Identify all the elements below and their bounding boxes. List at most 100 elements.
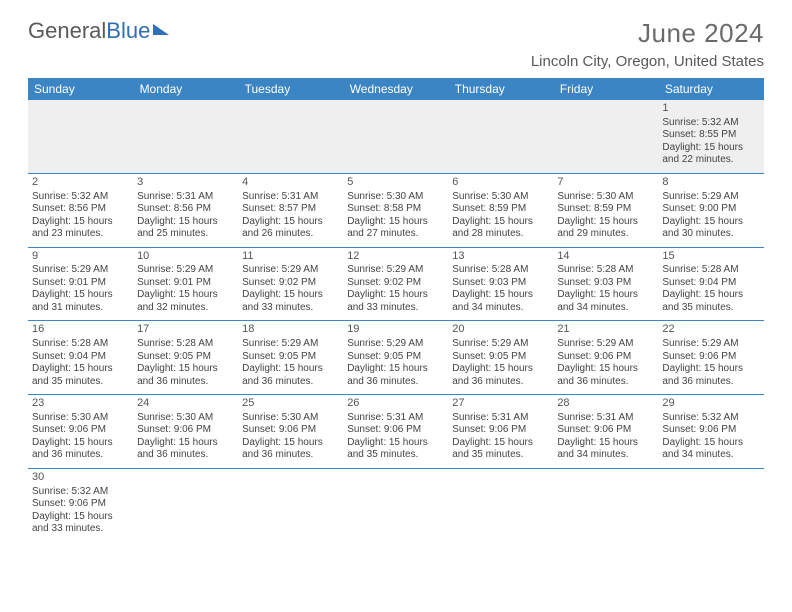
calendar-cell: 12Sunrise: 5:29 AMSunset: 9:02 PMDayligh… (343, 247, 448, 321)
day-info-line: Sunrise: 5:31 AM (557, 412, 654, 425)
day-info-line: Sunset: 9:06 PM (347, 424, 444, 437)
day-info-line: Sunrise: 5:30 AM (557, 191, 654, 204)
calendar-cell: 21Sunrise: 5:29 AMSunset: 9:06 PMDayligh… (553, 321, 658, 395)
calendar-cell: 17Sunrise: 5:28 AMSunset: 9:05 PMDayligh… (133, 321, 238, 395)
day-info-line: Sunrise: 5:28 AM (557, 264, 654, 277)
day-info-line: Sunrise: 5:29 AM (32, 264, 129, 277)
calendar-cell: 13Sunrise: 5:28 AMSunset: 9:03 PMDayligh… (448, 247, 553, 321)
day-info-line: Sunrise: 5:30 AM (452, 191, 549, 204)
day-info-line: and 29 minutes. (557, 228, 654, 241)
day-info-line: Sunset: 9:06 PM (32, 424, 129, 437)
day-info-line: Sunrise: 5:28 AM (452, 264, 549, 277)
calendar-cell: 8Sunrise: 5:29 AMSunset: 9:00 PMDaylight… (658, 173, 763, 247)
day-info-line: Sunset: 9:05 PM (347, 351, 444, 364)
calendar-cell (238, 468, 343, 541)
day-info-line: and 25 minutes. (137, 228, 234, 241)
day-info-line: Sunrise: 5:32 AM (32, 486, 129, 499)
day-number: 26 (347, 397, 444, 411)
day-info-line: Daylight: 15 hours (137, 363, 234, 376)
day-info-line: Daylight: 15 hours (32, 363, 129, 376)
day-number: 22 (662, 323, 759, 337)
day-number: 11 (242, 250, 339, 264)
brand-part2: Blue (106, 18, 150, 44)
day-info-line: Sunrise: 5:31 AM (347, 412, 444, 425)
day-info-line: Daylight: 15 hours (452, 216, 549, 229)
brand-part1: General (28, 18, 106, 44)
calendar-cell: 23Sunrise: 5:30 AMSunset: 9:06 PMDayligh… (28, 395, 133, 469)
day-info-line: Sunrise: 5:29 AM (242, 264, 339, 277)
day-info-line: Sunrise: 5:32 AM (32, 191, 129, 204)
weekday-header: Wednesday (343, 78, 448, 100)
day-number: 24 (137, 397, 234, 411)
calendar-table: SundayMondayTuesdayWednesdayThursdayFrid… (28, 78, 764, 542)
day-info-line: Daylight: 15 hours (32, 511, 129, 524)
calendar-cell: 4Sunrise: 5:31 AMSunset: 8:57 PMDaylight… (238, 173, 343, 247)
day-info-line: Daylight: 15 hours (662, 216, 759, 229)
day-info-line: and 34 minutes. (557, 449, 654, 462)
day-info-line: Sunset: 8:55 PM (662, 129, 759, 142)
day-info-line: and 36 minutes. (452, 376, 549, 389)
weekday-header: Tuesday (238, 78, 343, 100)
day-info-line: Sunset: 9:04 PM (662, 277, 759, 290)
day-info-line: Sunrise: 5:28 AM (662, 264, 759, 277)
day-info-line: Sunset: 9:05 PM (242, 351, 339, 364)
day-info-line: Daylight: 15 hours (557, 216, 654, 229)
day-number: 28 (557, 397, 654, 411)
day-number: 23 (32, 397, 129, 411)
calendar-cell: 10Sunrise: 5:29 AMSunset: 9:01 PMDayligh… (133, 247, 238, 321)
day-info-line: Sunrise: 5:29 AM (137, 264, 234, 277)
day-info-line: Sunrise: 5:29 AM (452, 338, 549, 351)
weekday-header: Sunday (28, 78, 133, 100)
calendar-cell (133, 468, 238, 541)
day-info-line: Daylight: 15 hours (242, 289, 339, 302)
day-info-line: Sunrise: 5:28 AM (32, 338, 129, 351)
day-info-line: Daylight: 15 hours (32, 289, 129, 302)
day-info-line: Sunset: 9:06 PM (242, 424, 339, 437)
day-info-line: and 28 minutes. (452, 228, 549, 241)
day-info-line: Sunset: 9:06 PM (662, 424, 759, 437)
day-info-line: Sunrise: 5:31 AM (452, 412, 549, 425)
calendar-cell: 29Sunrise: 5:32 AMSunset: 9:06 PMDayligh… (658, 395, 763, 469)
day-number: 6 (452, 176, 549, 190)
calendar-cell: 25Sunrise: 5:30 AMSunset: 9:06 PMDayligh… (238, 395, 343, 469)
calendar-cell (448, 468, 553, 541)
day-info-line: and 33 minutes. (242, 302, 339, 315)
day-info-line: and 36 minutes. (32, 449, 129, 462)
day-info-line: Daylight: 15 hours (347, 363, 444, 376)
day-info-line: and 26 minutes. (242, 228, 339, 241)
day-info-line: and 33 minutes. (347, 302, 444, 315)
day-info-line: Daylight: 15 hours (452, 363, 549, 376)
day-number: 15 (662, 250, 759, 264)
day-info-line: Sunset: 8:56 PM (32, 203, 129, 216)
day-info-line: and 23 minutes. (32, 228, 129, 241)
day-info-line: Sunset: 9:06 PM (452, 424, 549, 437)
day-info-line: Sunrise: 5:32 AM (662, 412, 759, 425)
day-info-line: Sunrise: 5:29 AM (662, 191, 759, 204)
day-number: 16 (32, 323, 129, 337)
day-info-line: Sunset: 9:06 PM (662, 351, 759, 364)
calendar-cell: 3Sunrise: 5:31 AMSunset: 8:56 PMDaylight… (133, 173, 238, 247)
day-info-line: and 33 minutes. (32, 523, 129, 536)
calendar-cell (658, 468, 763, 541)
brand-logo: GeneralBlue (28, 18, 169, 44)
day-number: 13 (452, 250, 549, 264)
day-number: 10 (137, 250, 234, 264)
day-info-line: Daylight: 15 hours (347, 289, 444, 302)
day-info-line: Sunset: 9:05 PM (137, 351, 234, 364)
day-info-line: Daylight: 15 hours (137, 216, 234, 229)
calendar-cell: 27Sunrise: 5:31 AMSunset: 9:06 PMDayligh… (448, 395, 553, 469)
day-info-line: Sunset: 9:03 PM (557, 277, 654, 290)
weekday-header: Thursday (448, 78, 553, 100)
day-info-line: Daylight: 15 hours (32, 437, 129, 450)
day-info-line: Sunrise: 5:29 AM (557, 338, 654, 351)
day-number: 30 (32, 471, 129, 485)
day-info-line: Sunset: 9:06 PM (557, 351, 654, 364)
day-info-line: and 35 minutes. (347, 449, 444, 462)
calendar-cell: 22Sunrise: 5:29 AMSunset: 9:06 PMDayligh… (658, 321, 763, 395)
weekday-header: Monday (133, 78, 238, 100)
day-info-line: Sunset: 8:56 PM (137, 203, 234, 216)
day-info-line: Sunset: 9:02 PM (347, 277, 444, 290)
day-info-line: and 36 minutes. (557, 376, 654, 389)
day-info-line: Daylight: 15 hours (557, 363, 654, 376)
day-info-line: Sunset: 9:04 PM (32, 351, 129, 364)
